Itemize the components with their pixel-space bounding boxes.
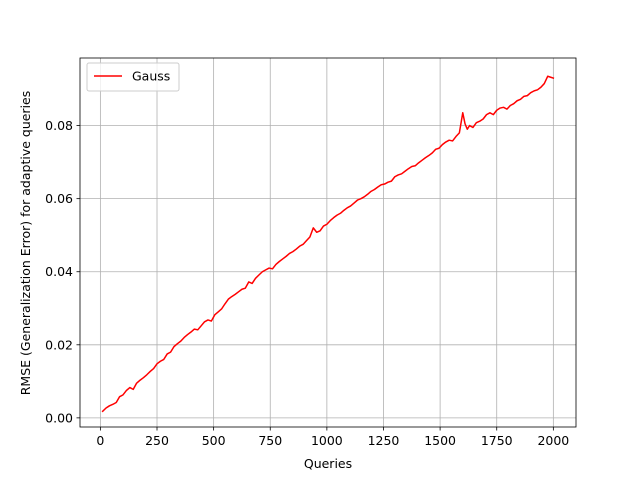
x-tick-label: 1000: [311, 433, 343, 448]
x-tick-label: 750: [258, 433, 282, 448]
y-tick-label: 0.02: [45, 337, 73, 352]
plot-area: [80, 58, 576, 427]
y-tick-label: 0.04: [45, 264, 73, 279]
x-tick-label: 1750: [481, 433, 513, 448]
y-tick-label: 0.00: [45, 410, 73, 425]
x-tick-label: 0: [96, 433, 104, 448]
axes-spines: [79, 57, 577, 428]
legend: Gauss: [86, 62, 180, 92]
x-tick-label: 500: [202, 433, 226, 448]
y-tick-label: 0.06: [45, 191, 73, 206]
x-tick-label: 2000: [537, 433, 569, 448]
x-tick-label: 1250: [368, 433, 400, 448]
gridlines: [80, 58, 576, 427]
series-line-gauss: [101, 75, 555, 413]
x-tick-label: 1500: [424, 433, 456, 448]
plot-background: [80, 58, 576, 427]
x-axis-label: Queries: [304, 456, 352, 471]
legend-label-gauss: Gauss: [132, 69, 170, 84]
series-layer: [101, 75, 555, 413]
x-tick-label: 250: [145, 433, 169, 448]
y-tick-label: 0.08: [45, 118, 73, 133]
y-axis-label: RMSE (Generalization Error) for adaptive…: [18, 91, 33, 396]
y-axis-ticks: 0.00 0.02 0.04 0.06 0.08: [45, 118, 80, 425]
axes-frame: [79, 57, 577, 428]
legend-box: [86, 62, 180, 92]
x-axis-ticks: 0 250 500 750 1000 1250 1500 1750 2000: [96, 427, 569, 448]
